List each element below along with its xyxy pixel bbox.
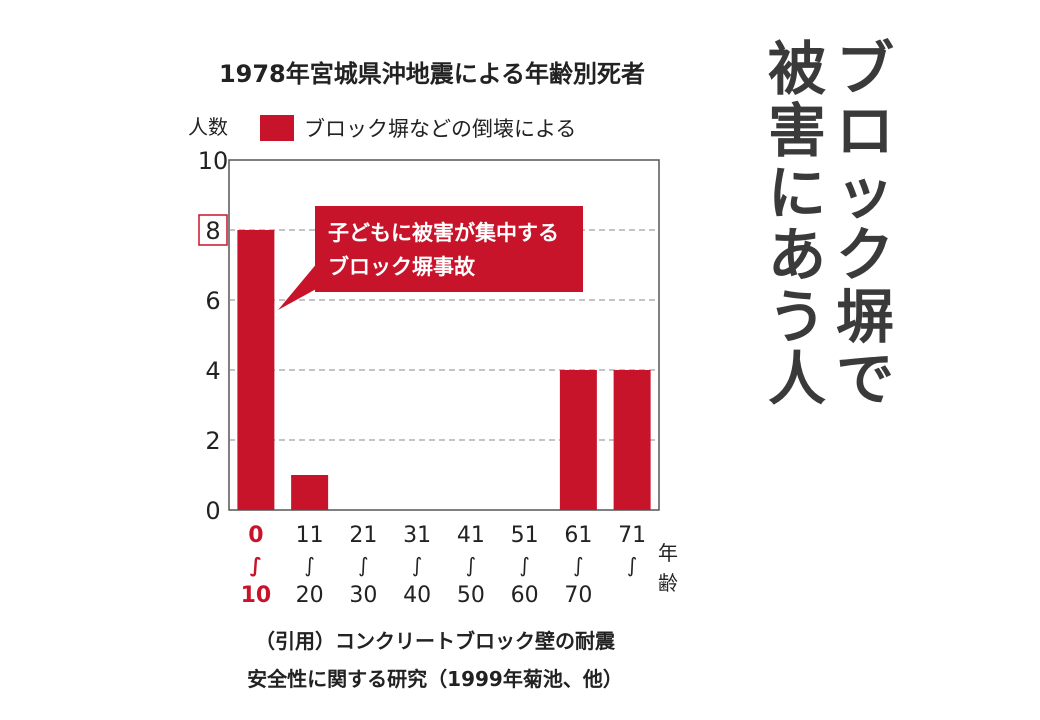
x-tick-label-start: 61 xyxy=(564,523,592,548)
annotation-pointer xyxy=(278,262,318,310)
y-tick-label: 10 xyxy=(198,147,229,175)
x-tick-label-start: 21 xyxy=(349,523,377,548)
heading-right-column: ブ ロ ッ ク 塀 で xyxy=(832,38,898,410)
x-tick-label-start: 51 xyxy=(511,523,539,548)
x-tick-range-mark: ∫ xyxy=(627,553,637,577)
x-axis-label: 年 齢 xyxy=(658,541,684,595)
x-tick-range-mark: ∫ xyxy=(466,553,476,577)
x-tick-label-end: 10 xyxy=(241,583,272,608)
y-axis-label: 人数 xyxy=(188,115,228,139)
heading-char: に xyxy=(767,159,826,227)
heading-char: 害 xyxy=(767,97,826,165)
x-tick-label-start: 11 xyxy=(296,523,324,548)
plot-area: 0 2 4 6 8 10 0 ∫ 10 11 ∫ 20 21 ∫ 30 31 ∫ 40 41 ∫ 50 51 ∫ 60 61 ∫ 7… xyxy=(198,147,660,608)
y-tick-label: 8 xyxy=(205,217,220,245)
heading-char: 被 xyxy=(767,35,826,103)
y-tick-label: 4 xyxy=(205,357,220,385)
x-tick-label-start: 71 xyxy=(618,523,646,548)
legend-label: ブロック塀などの倒壊による xyxy=(304,117,576,141)
annotation-line-1: 子どもに被害が集中する xyxy=(328,221,559,245)
y-tick-label: 6 xyxy=(205,287,220,315)
x-tick-label-end: 60 xyxy=(511,583,539,608)
x-tick-label-end: 40 xyxy=(403,583,431,608)
heading-char: ク xyxy=(835,221,894,289)
bar xyxy=(613,370,651,510)
x-tick-label-start: 0 xyxy=(248,523,263,548)
heading-char: ロ xyxy=(835,97,894,165)
chart-svg: 1978年宮城県沖地震による年齢別死者 人数 ブロック塀などの倒壊による 0 2 4… xyxy=(188,60,684,608)
x-tick-label-start: 41 xyxy=(457,523,485,548)
heading-char: で xyxy=(835,345,894,413)
plot-frame xyxy=(228,159,660,511)
source-citation: （引用）コンクリートブロック壁の耐震 安全性に関する研究（1999年菊池、他） xyxy=(0,622,870,698)
heading-left-column: 被 害 に あ う 人 xyxy=(764,38,830,410)
x-tick-range-mark: ∫ xyxy=(412,553,422,577)
heading-char: 塀 xyxy=(835,283,894,351)
x-tick-range-mark: ∫ xyxy=(573,553,583,577)
x-tick-range-mark: ∫ xyxy=(250,553,262,577)
heading-char: ッ xyxy=(835,159,894,227)
y-tick-highlight-box xyxy=(198,214,228,246)
heading-char: あ xyxy=(767,221,826,289)
x-axis-label-char-1: 年 xyxy=(658,541,678,565)
chart-title: 1978年宮城県沖地震による年齢別死者 xyxy=(219,60,645,88)
bar xyxy=(559,370,597,510)
legend-swatch xyxy=(260,115,294,141)
annotation-callout: 子どもに被害が集中する ブロック塀事故 xyxy=(278,206,583,310)
y-tick-label: 2 xyxy=(205,427,220,455)
bar xyxy=(237,230,275,510)
source-line-1: （引用）コンクリートブロック壁の耐震 xyxy=(255,629,615,653)
heading-char: 人 xyxy=(767,345,826,413)
x-tick-label-end: 70 xyxy=(564,583,592,608)
y-tick-label: 0 xyxy=(205,497,220,525)
bar xyxy=(291,475,329,510)
annotation-line-2: ブロック塀事故 xyxy=(328,255,476,279)
x-axis-label-char-2: 齢 xyxy=(658,571,678,595)
source-line-2: 安全性に関する研究（1999年菊池、他） xyxy=(247,667,623,691)
heading-char: ブ xyxy=(835,35,894,103)
annotation-box xyxy=(315,206,583,292)
x-tick-label-end: 30 xyxy=(349,583,377,608)
x-tick-range-mark: ∫ xyxy=(304,553,314,577)
x-tick-range-mark: ∫ xyxy=(358,553,368,577)
x-tick-label-end: 20 xyxy=(296,583,324,608)
x-tick-range-mark: ∫ xyxy=(519,553,529,577)
x-tick-label-start: 31 xyxy=(403,523,431,548)
heading-char: う xyxy=(767,283,826,351)
x-tick-label-end: 50 xyxy=(457,583,485,608)
